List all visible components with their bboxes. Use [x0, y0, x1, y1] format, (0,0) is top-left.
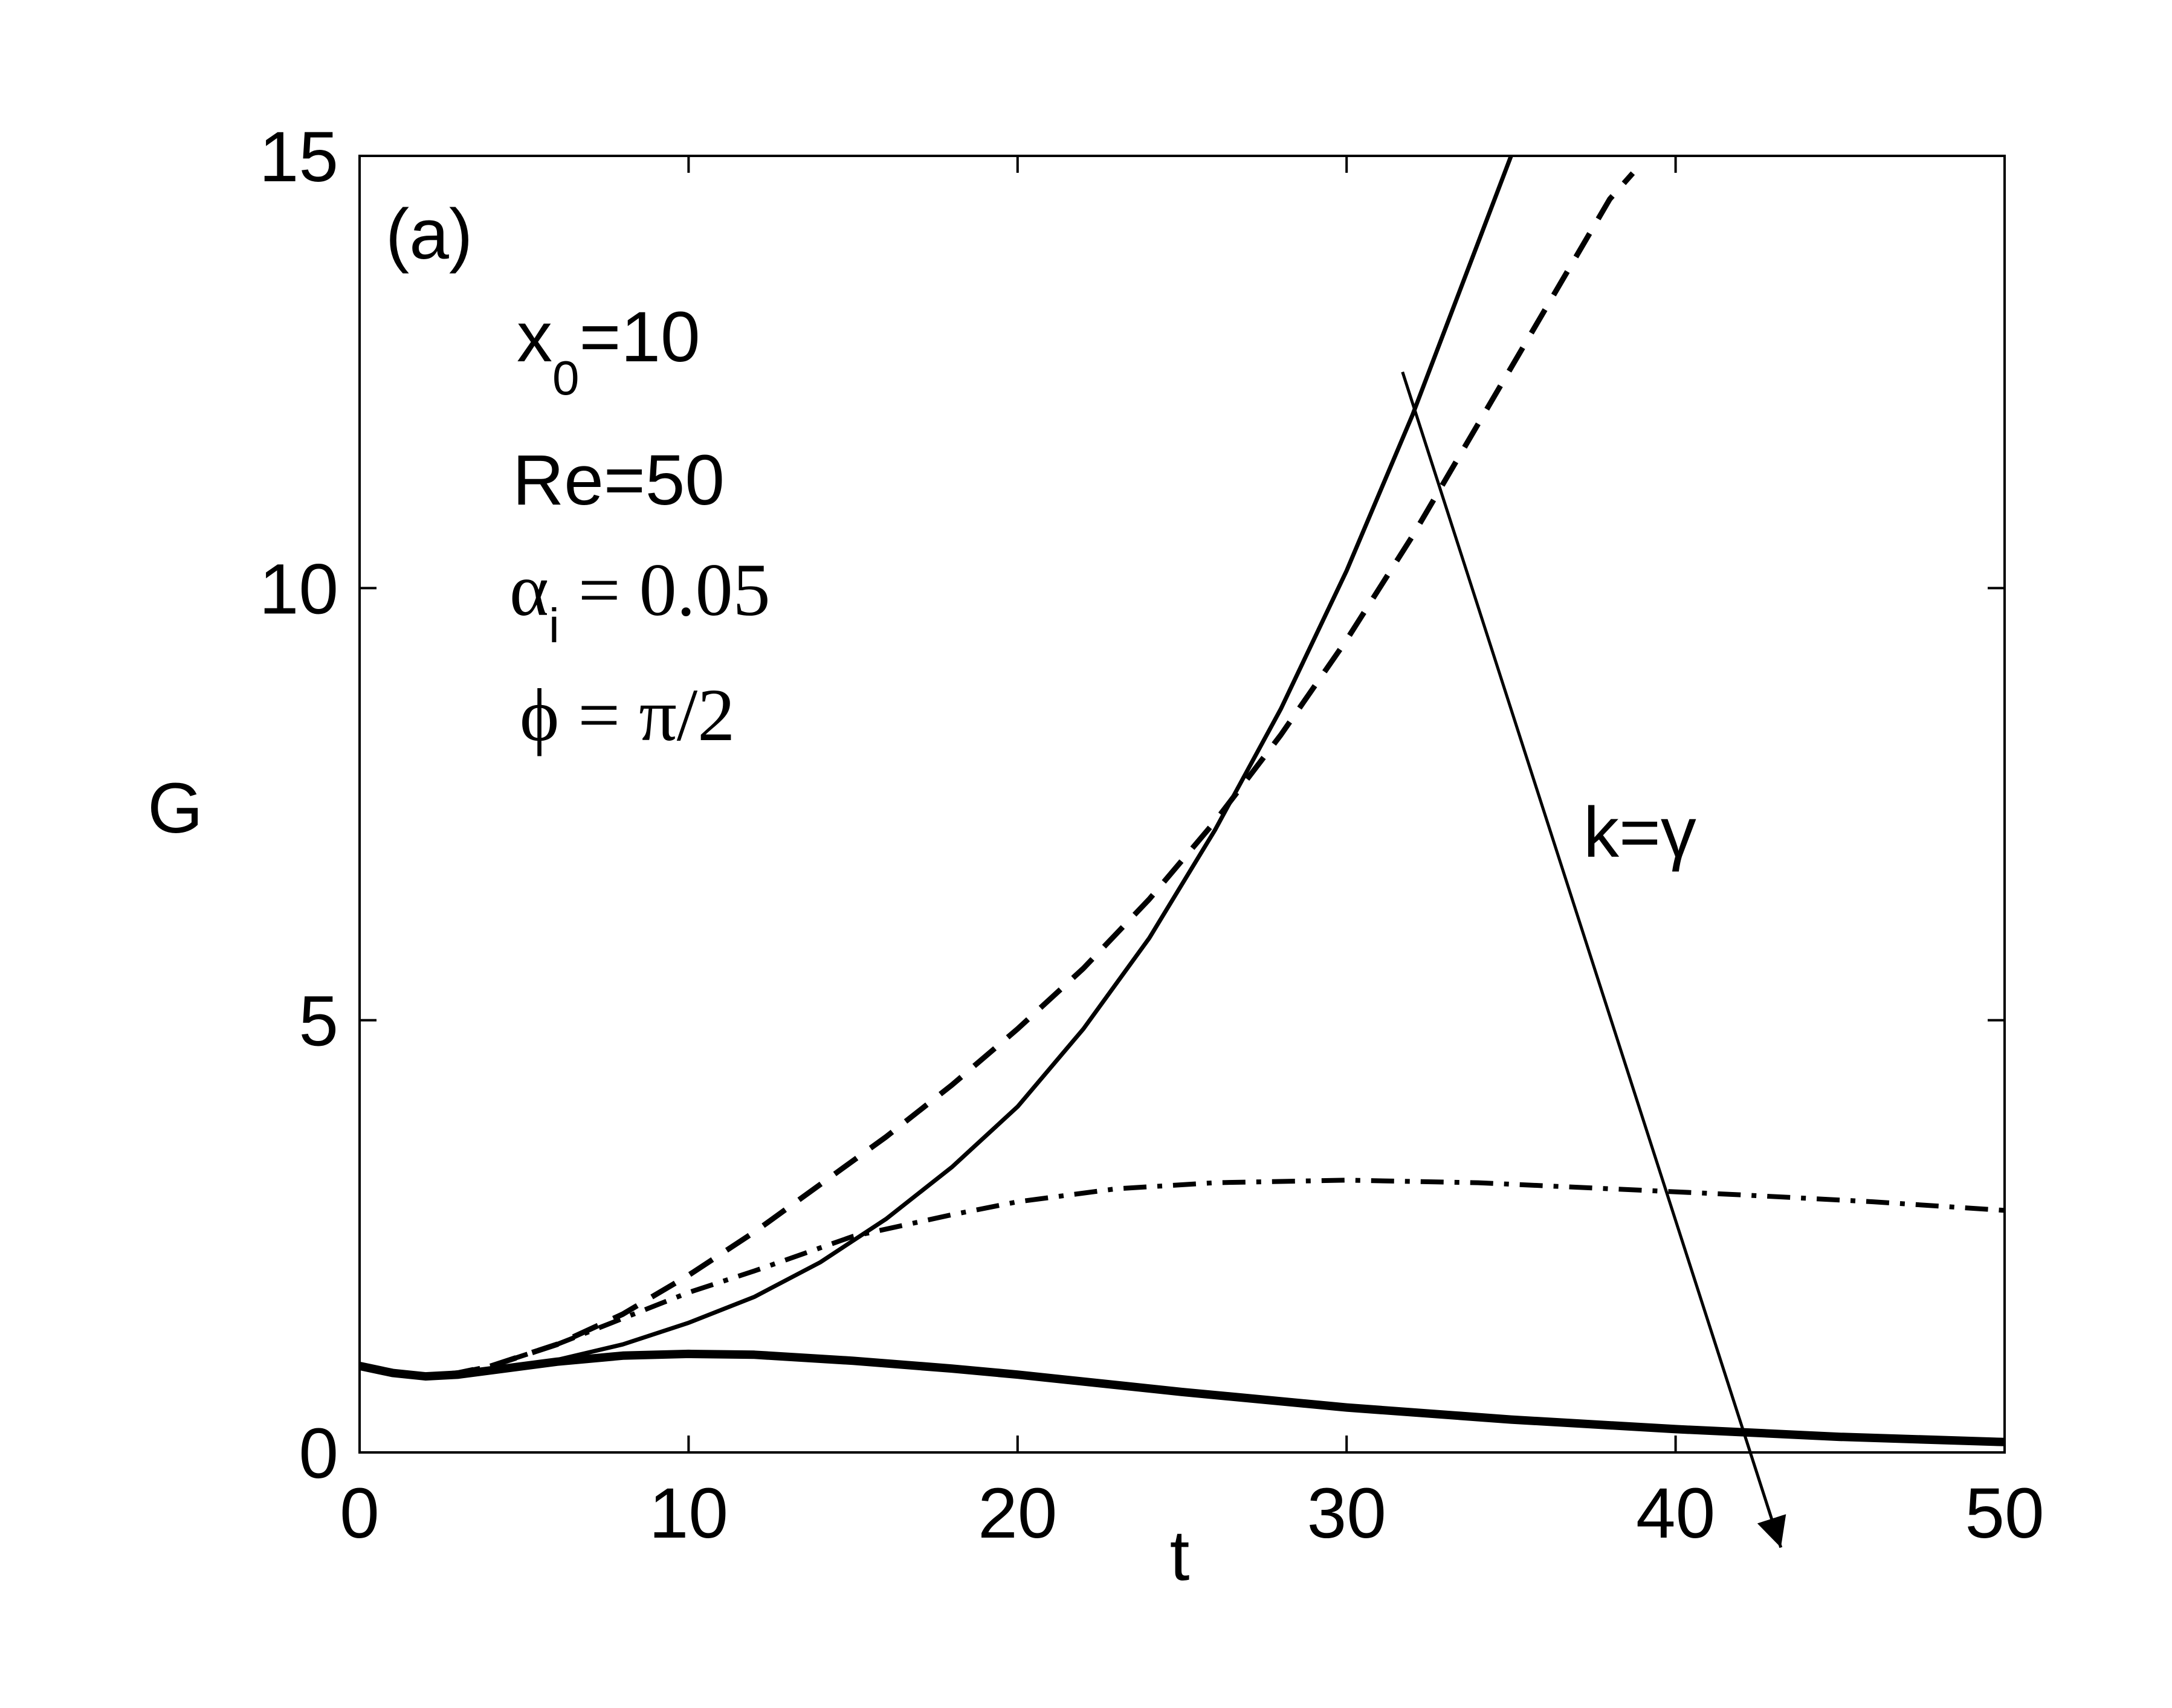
x-tick-label: 0 [340, 1474, 380, 1553]
y-axis-label: G [147, 769, 203, 848]
y-tick-label: 15 [259, 117, 338, 197]
annotation-x0: x0=10 [517, 297, 700, 405]
x-tick-label: 50 [1965, 1474, 2044, 1553]
y-tick-label: 5 [299, 982, 338, 1062]
x-tick-label: 40 [1636, 1474, 1715, 1553]
x-tick-label: 10 [649, 1474, 728, 1553]
annotation-phi: ϕ = π/2 [520, 674, 735, 756]
y-tick-label: 0 [299, 1414, 338, 1494]
axis-ticks: 0 10 20 30 40 50 0 5 10 15 [259, 117, 2044, 1553]
annotation-k: k=γ [1583, 793, 1696, 872]
k-arrow [1401, 371, 1786, 1548]
series-layer [358, 155, 2005, 1446]
annotation-alpha: αi = 0.05 [509, 549, 771, 653]
x-axis-label: t [1170, 1516, 1190, 1596]
plot-frame [358, 155, 2006, 1454]
series-line-solid-thick [358, 1349, 2005, 1446]
annotation-re: Re=50 [512, 440, 725, 520]
x-tick-label: 20 [978, 1474, 1057, 1553]
y-tick-label: 10 [259, 549, 338, 629]
panel-label: (a) [386, 195, 473, 274]
x-tick-label: 30 [1307, 1474, 1386, 1553]
series-line-dashed [359, 171, 1635, 1379]
